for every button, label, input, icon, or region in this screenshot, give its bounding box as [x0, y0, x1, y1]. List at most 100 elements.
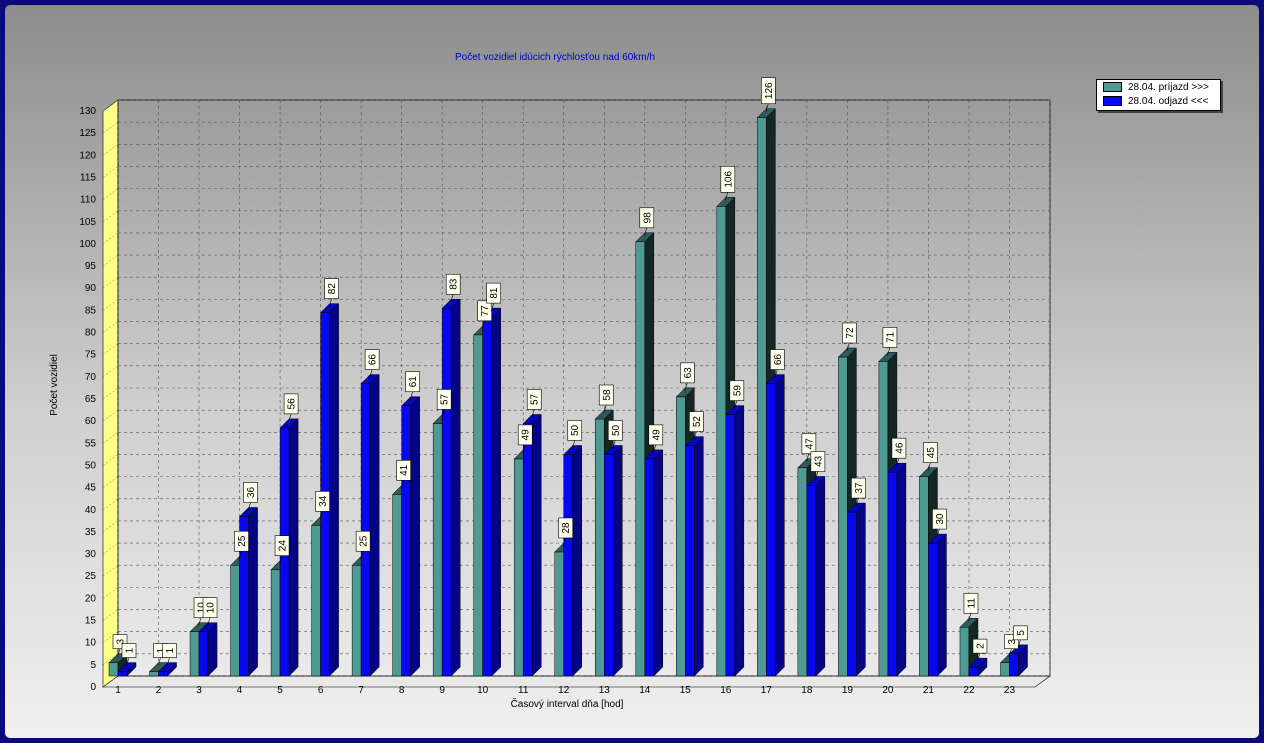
x-tick-label: 5 — [277, 685, 283, 696]
data-label: 126 — [764, 82, 775, 99]
bar-front — [806, 485, 817, 677]
gridline-side — [102, 99, 119, 112]
data-label-box — [598, 384, 614, 406]
data-label-leader — [977, 653, 981, 662]
data-label: 34 — [318, 495, 329, 507]
bar-top — [725, 405, 745, 415]
x-tick-label: 17 — [761, 685, 773, 696]
x-tick-label: 19 — [842, 685, 854, 696]
y-tick-label: 25 — [85, 571, 97, 582]
data-label-leader — [360, 551, 364, 560]
bar-front — [887, 471, 898, 677]
bar-side — [653, 449, 664, 677]
gridline-side — [102, 587, 119, 599]
bar-side — [572, 444, 582, 677]
bar-front — [432, 423, 443, 677]
data-label: 30 — [935, 513, 946, 525]
data-label: 82 — [327, 283, 338, 295]
data-label-box — [720, 166, 736, 193]
data-label-leader — [846, 342, 850, 352]
data-label: 49 — [521, 429, 532, 441]
bar-front — [513, 458, 524, 677]
data-label-box — [963, 592, 979, 614]
data-label-box — [842, 322, 857, 344]
data-label: 66 — [368, 354, 379, 366]
data-label-box — [477, 300, 492, 322]
data-label-box — [517, 424, 533, 446]
data-label-leader — [279, 555, 283, 564]
bar-front — [198, 631, 209, 677]
bar-top — [279, 418, 299, 429]
bar-front — [441, 307, 452, 677]
bar-top — [635, 232, 655, 243]
x-tick-label: 18 — [801, 685, 813, 696]
data-label-leader — [887, 347, 891, 356]
bar-side — [856, 502, 866, 677]
y-tick-label: 75 — [85, 350, 97, 361]
bar-side — [613, 444, 623, 677]
bar-departures — [644, 449, 664, 677]
gridline-side — [102, 476, 119, 488]
y-tick-label: 110 — [80, 195, 96, 206]
bar-side — [531, 413, 542, 677]
data-label-box — [680, 362, 695, 384]
gridline-side — [102, 387, 119, 400]
data-label: 59 — [732, 385, 743, 397]
bar-departures — [765, 373, 785, 677]
gridline-side — [102, 188, 119, 200]
bar-front — [757, 117, 767, 677]
bar-front — [919, 476, 929, 677]
bar-front — [522, 423, 533, 677]
data-label: 57 — [530, 393, 541, 405]
data-label-leader — [603, 404, 607, 414]
bar-departures — [441, 298, 461, 677]
bar-front — [554, 551, 564, 677]
bar-front — [928, 542, 938, 677]
data-label: 36 — [246, 486, 257, 498]
data-label: 63 — [683, 367, 694, 379]
bar-top — [765, 374, 785, 384]
bar-front — [149, 671, 159, 677]
y-tick-label: 20 — [85, 593, 97, 604]
data-label-box — [923, 442, 938, 463]
bar-departures — [846, 502, 866, 677]
data-label-leader — [936, 528, 940, 538]
data-label-box — [1013, 625, 1028, 641]
x-tick-label: 11 — [518, 685, 529, 696]
data-label-box — [364, 349, 380, 370]
bar-front — [117, 671, 128, 677]
data-label: 50 — [570, 424, 581, 436]
bar-top — [644, 449, 664, 460]
data-label-leader — [684, 382, 688, 391]
chart-canvas: Počet vozidiel idúcich rýchlosťou nad 60… — [49, 52, 1051, 710]
x-tick-label: 23 — [1004, 685, 1016, 696]
bar-side — [248, 506, 258, 677]
chart-floor — [102, 675, 1051, 688]
bar-front — [1009, 653, 1019, 677]
data-label-box — [445, 273, 461, 295]
bar-front — [311, 525, 321, 677]
bar-departures — [563, 444, 583, 677]
data-label-leader — [126, 657, 130, 666]
data-label: 2 — [975, 643, 986, 649]
data-label: 61 — [408, 376, 419, 388]
y-tick-label: 10 — [85, 638, 97, 649]
gridline-side — [102, 454, 119, 466]
bar-side — [734, 404, 745, 677]
bar-departures — [401, 396, 421, 677]
y-tick-label: 100 — [79, 239, 96, 250]
data-label-leader — [207, 617, 211, 626]
bar-side — [410, 396, 420, 677]
data-label-box — [607, 420, 623, 441]
bar-front — [360, 383, 371, 677]
data-label-box — [851, 477, 866, 499]
y-tick-label: 35 — [85, 527, 97, 538]
data-label-box — [558, 517, 574, 539]
data-label: 1 — [156, 647, 167, 653]
bar-front — [482, 316, 492, 677]
bar-departures — [968, 657, 988, 677]
bar-top — [401, 396, 421, 406]
data-label-leader — [409, 391, 413, 400]
y-tick-label: 125 — [79, 128, 96, 139]
data-label-leader — [806, 453, 810, 462]
